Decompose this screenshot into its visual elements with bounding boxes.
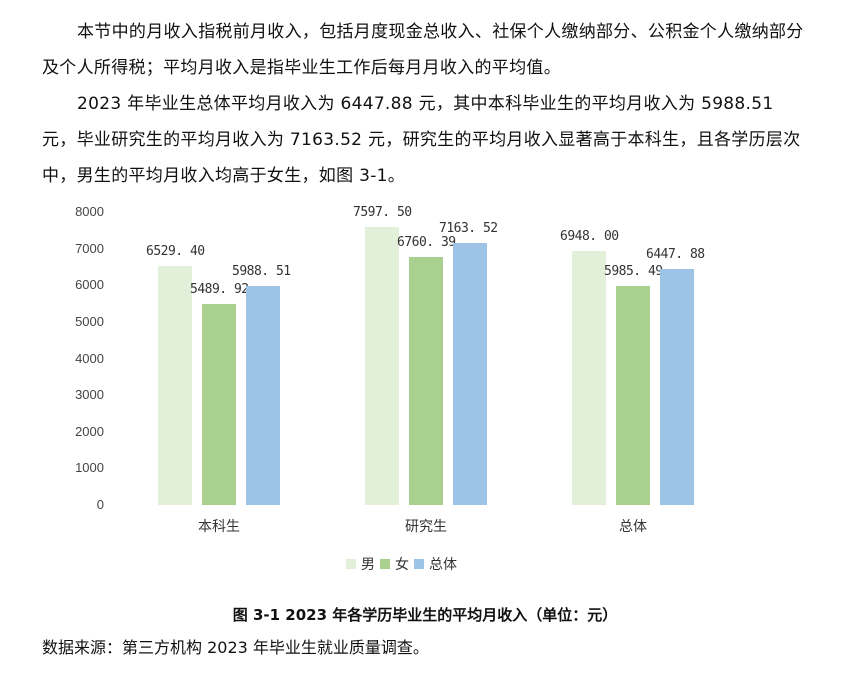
- y-axis-tick-label: 6000: [75, 277, 104, 293]
- legend-label: 女: [395, 557, 409, 573]
- figure-caption: 图 3-1 2023 年各学历毕业生的平均月收入（单位：元）: [232, 606, 618, 624]
- legend-label: 总体: [429, 557, 457, 573]
- data-label: 6760. 39: [397, 235, 456, 251]
- legend-swatch: [380, 559, 390, 569]
- data-label: 5985. 49: [604, 263, 663, 279]
- bar-研究生-女: [409, 257, 443, 505]
- data-label: 7597. 50: [353, 204, 412, 220]
- bar-研究生-男: [365, 226, 399, 505]
- y-axis-tick-label: 2000: [75, 423, 104, 439]
- bar-总体-总体: [660, 268, 694, 505]
- paragraph-text: 本节中的月收入指税前月收入，包括月度现金总收入、社保个人缴纳部分、公积金个人缴纳…: [42, 22, 804, 78]
- paragraph-income-summary: 2023 年毕业生总体平均月收入为 6447.88 元，其中本科毕业生的平均月收…: [42, 86, 812, 194]
- x-axis-category-label: 研究生: [405, 519, 447, 535]
- paragraph-text: 2023 年毕业生总体平均月收入为 6447.88 元，其中本科毕业生的平均月收…: [42, 94, 801, 186]
- data-label: 7163. 52: [439, 220, 498, 236]
- data-label: 5988. 51: [232, 263, 291, 279]
- bar-研究生-总体: [453, 242, 487, 505]
- y-axis-tick-label: 4000: [75, 350, 104, 366]
- data-label: 6948. 00: [560, 228, 619, 244]
- bar-本科生-总体: [246, 285, 280, 505]
- data-label: 6529. 40: [146, 243, 205, 259]
- chart-legend: 男 女 总体: [346, 554, 462, 574]
- y-axis-tick-label: 8000: [75, 204, 104, 219]
- paragraph-income-definition: 本节中的月收入指税前月收入，包括月度现金总收入、社保个人缴纳部分、公积金个人缴纳…: [42, 14, 812, 86]
- bar-总体-男: [572, 250, 606, 505]
- legend-swatch: [346, 559, 356, 569]
- y-axis-tick-label: 0: [96, 497, 104, 512]
- y-axis-tick-label: 5000: [75, 313, 104, 329]
- data-label: 5489. 92: [190, 281, 249, 297]
- y-axis-tick-label: 7000: [75, 240, 104, 256]
- data-source-note: 数据来源：第三方机构 2023 年毕业生就业质量调查。: [42, 638, 429, 657]
- legend-swatch: [414, 559, 424, 569]
- x-axis-category-label: 本科生: [198, 519, 240, 535]
- x-axis-category-label: 总体: [619, 519, 647, 535]
- y-axis-tick-label: 3000: [75, 387, 104, 403]
- bar-本科生-男: [158, 265, 192, 505]
- bar-总体-女: [616, 285, 650, 505]
- legend-item-男: 男: [346, 554, 375, 574]
- legend-item-女: 女: [380, 554, 409, 574]
- legend-item-总体: 总体: [414, 554, 457, 574]
- y-axis-tick-label: 1000: [75, 460, 104, 476]
- bar-本科生-女: [202, 303, 236, 505]
- data-label: 6447. 88: [646, 246, 705, 262]
- legend-label: 男: [361, 557, 375, 573]
